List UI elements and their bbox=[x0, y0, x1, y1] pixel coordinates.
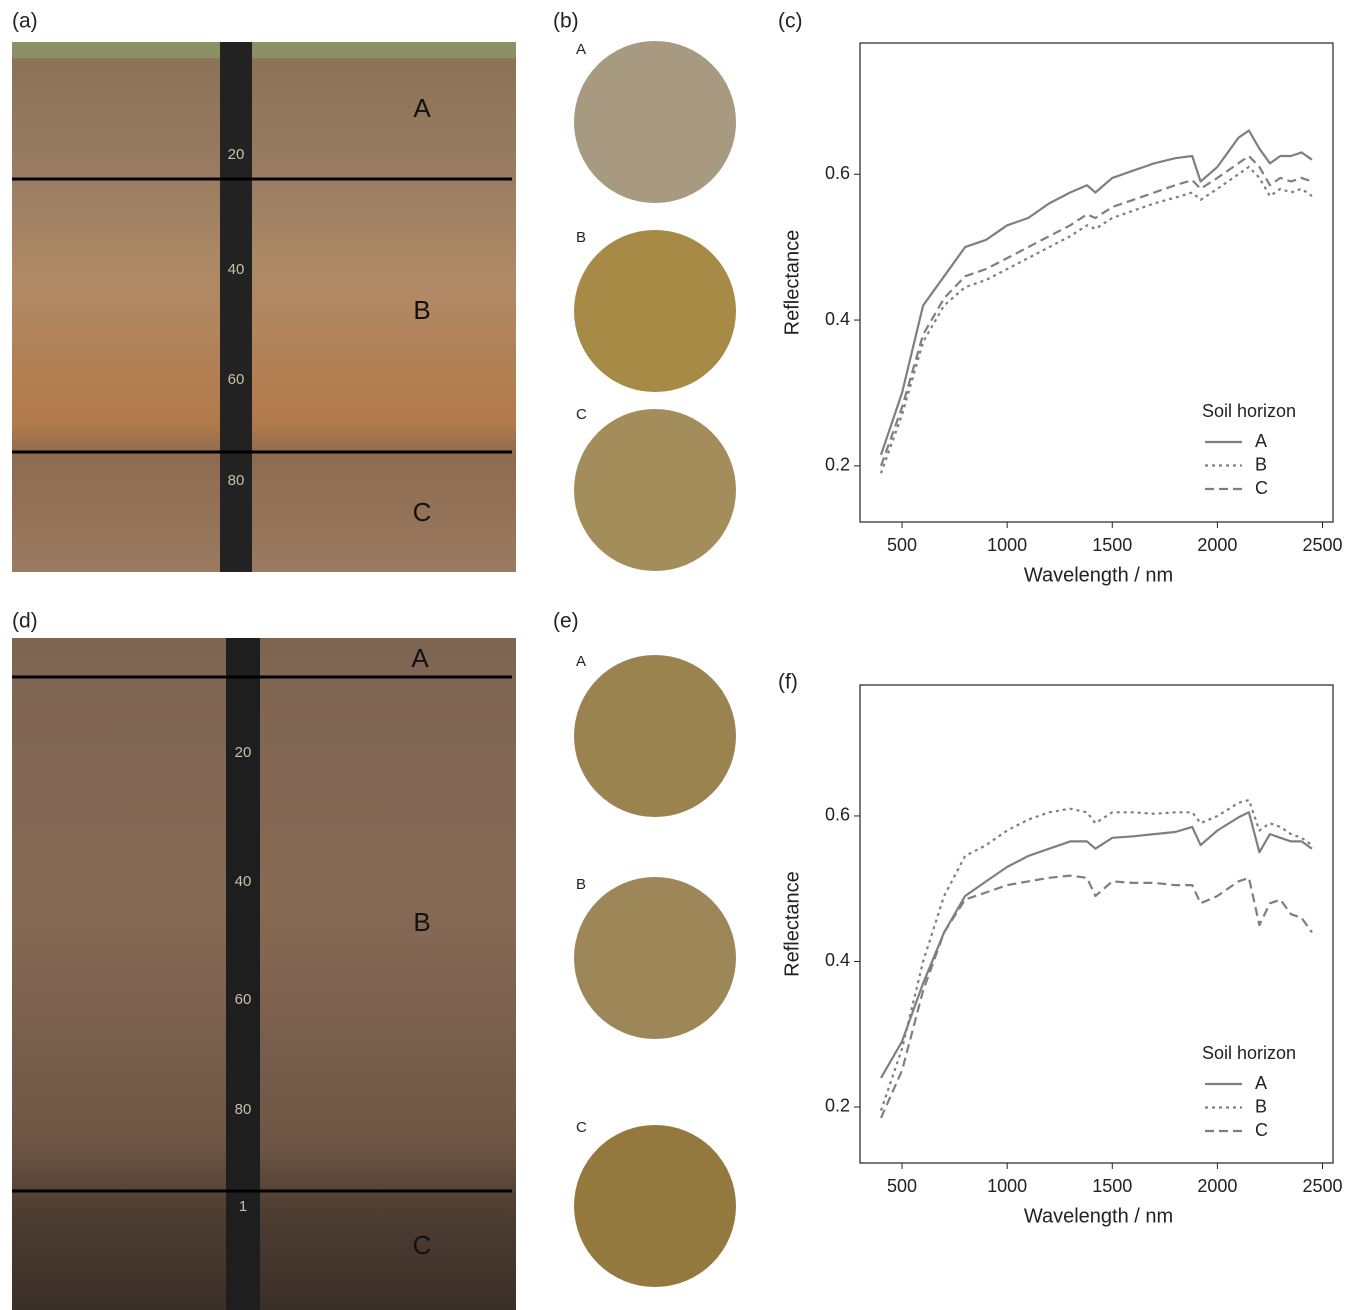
sample-disc bbox=[574, 1125, 736, 1287]
series-line bbox=[881, 876, 1312, 1118]
x-tick-label: 1000 bbox=[987, 1176, 1027, 1196]
legend-label: A bbox=[1255, 431, 1267, 451]
ruler bbox=[220, 42, 252, 572]
panel-label: (b) bbox=[553, 10, 579, 33]
x-tick-label: 2500 bbox=[1302, 535, 1342, 555]
horizon-label: B bbox=[413, 907, 430, 937]
legend-label: C bbox=[1255, 478, 1268, 498]
sample-disc bbox=[574, 877, 736, 1039]
y-axis-label: Reflectance bbox=[781, 871, 803, 977]
sample-label: A bbox=[576, 41, 586, 58]
x-tick-label: 500 bbox=[887, 535, 917, 555]
y-tick-label: 0.6 bbox=[825, 163, 850, 183]
ruler-number: 40 bbox=[235, 873, 252, 890]
x-tick-label: 500 bbox=[887, 1176, 917, 1196]
sample-disc bbox=[574, 230, 736, 392]
soil-photo bbox=[12, 638, 516, 1310]
soil-photo bbox=[12, 42, 516, 572]
grass bbox=[12, 42, 516, 58]
series-line bbox=[881, 167, 1312, 473]
sample-label: C bbox=[576, 1119, 587, 1136]
y-axis-label: Reflectance bbox=[781, 230, 803, 336]
ruler-number: 40 bbox=[228, 261, 245, 278]
ruler-number: 80 bbox=[228, 472, 245, 489]
ruler-number: 1 bbox=[239, 1198, 247, 1215]
photos bbox=[12, 42, 516, 1310]
sample-label: B bbox=[576, 229, 586, 246]
sample-disc bbox=[574, 409, 736, 571]
panel-label: (c) bbox=[778, 10, 803, 33]
y-tick-label: 0.6 bbox=[825, 805, 850, 825]
panel-label: (f) bbox=[778, 671, 798, 694]
y-tick-label: 0.4 bbox=[825, 950, 850, 970]
horizon-label: A bbox=[411, 643, 429, 673]
series-line bbox=[881, 800, 1312, 1111]
horizon-label: A bbox=[413, 93, 431, 123]
horizon-label: C bbox=[413, 1230, 432, 1260]
sample-label: C bbox=[576, 406, 587, 423]
x-tick-label: 1500 bbox=[1092, 535, 1132, 555]
panel-label: (d) bbox=[12, 610, 38, 633]
sample-disc bbox=[574, 655, 736, 817]
sample-label: B bbox=[576, 876, 586, 893]
x-tick-label: 2000 bbox=[1197, 535, 1237, 555]
horizon-label: C bbox=[413, 497, 432, 527]
legend-label: B bbox=[1255, 454, 1267, 474]
legend-label: C bbox=[1255, 1120, 1268, 1140]
ruler-number: 60 bbox=[235, 991, 252, 1008]
panel-label: (e) bbox=[553, 610, 579, 633]
y-tick-label: 0.2 bbox=[825, 455, 850, 475]
x-tick-label: 1500 bbox=[1092, 1176, 1132, 1196]
ruler-number: 60 bbox=[228, 371, 245, 388]
sample-disc bbox=[574, 41, 736, 203]
legend-title: Soil horizon bbox=[1202, 1043, 1296, 1063]
y-tick-label: 0.4 bbox=[825, 309, 850, 329]
ruler-number: 80 bbox=[235, 1101, 252, 1118]
legend-label: A bbox=[1255, 1073, 1267, 1093]
x-tick-label: 1000 bbox=[987, 535, 1027, 555]
legend-label: B bbox=[1255, 1096, 1267, 1116]
figure: (a)ABC20406080(d)ABC204060801(b)ABC(e)AB… bbox=[0, 0, 1349, 1310]
x-axis-label: Wavelength / nm bbox=[1024, 564, 1173, 586]
panel-label: (a) bbox=[12, 10, 38, 33]
samples bbox=[574, 41, 736, 1287]
horizon-label: B bbox=[413, 295, 430, 325]
sample-label: A bbox=[576, 653, 586, 670]
legend-title: Soil horizon bbox=[1202, 401, 1296, 421]
x-tick-label: 2500 bbox=[1302, 1176, 1342, 1196]
ruler-number: 20 bbox=[228, 146, 245, 163]
y-tick-label: 0.2 bbox=[825, 1096, 850, 1116]
x-axis-label: Wavelength / nm bbox=[1024, 1205, 1173, 1227]
series-line bbox=[881, 812, 1312, 1078]
ruler-number: 20 bbox=[235, 744, 252, 761]
x-tick-label: 2000 bbox=[1197, 1176, 1237, 1196]
